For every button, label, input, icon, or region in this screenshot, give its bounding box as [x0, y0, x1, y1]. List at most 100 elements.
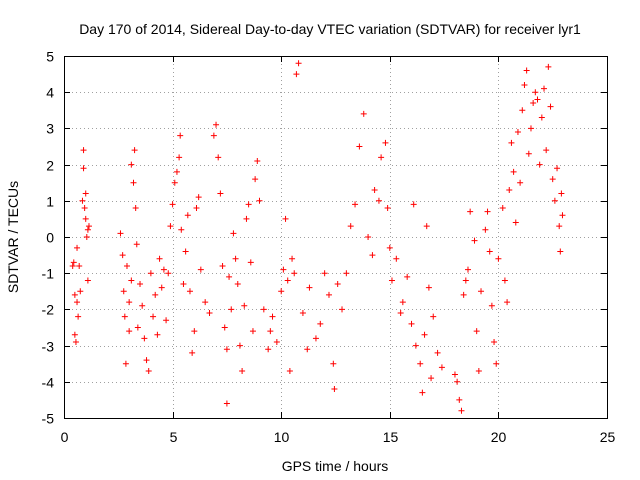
- data-point: [131, 147, 138, 154]
- data-point: [230, 230, 237, 237]
- data-point: [128, 277, 135, 284]
- data-point: [152, 291, 159, 298]
- data-point: [504, 299, 511, 306]
- data-point: [133, 241, 140, 248]
- data-point: [215, 154, 222, 161]
- x-tick-label: 10: [274, 429, 290, 445]
- data-point: [408, 320, 415, 327]
- data-point: [343, 270, 350, 277]
- data-point: [80, 165, 87, 172]
- data-point: [177, 132, 184, 139]
- data-point: [267, 328, 274, 335]
- data-point: [458, 407, 465, 414]
- data-point: [80, 147, 87, 154]
- y-tick-label: 5: [46, 49, 54, 65]
- data-point: [434, 349, 441, 356]
- data-point: [393, 255, 400, 262]
- data-point: [378, 154, 385, 161]
- data-point: [282, 215, 289, 222]
- x-tick-label: 20: [491, 429, 507, 445]
- data-point: [158, 284, 165, 291]
- data-point: [375, 197, 382, 204]
- data-point: [128, 161, 135, 168]
- data-point: [117, 230, 124, 237]
- data-point: [558, 190, 565, 197]
- data-point: [213, 121, 220, 128]
- data-point: [508, 139, 515, 146]
- data-point: [286, 367, 293, 374]
- data-point: [295, 60, 302, 67]
- data-point: [462, 277, 469, 284]
- data-point: [491, 338, 498, 345]
- data-point: [249, 328, 256, 335]
- data-point: [163, 317, 170, 324]
- data-point: [451, 371, 458, 378]
- y-tick-label: -5: [42, 411, 55, 427]
- x-tick-label: 25: [600, 429, 616, 445]
- data-point: [306, 284, 313, 291]
- data-point: [388, 277, 395, 284]
- data-point: [126, 299, 133, 306]
- data-point: [352, 201, 359, 208]
- data-point: [523, 67, 530, 74]
- data-point: [430, 313, 437, 320]
- data-point: [137, 281, 144, 288]
- data-point: [525, 150, 532, 157]
- data-point: [317, 320, 324, 327]
- data-point: [239, 367, 246, 374]
- data-point: [120, 288, 127, 295]
- data-point: [147, 270, 154, 277]
- data-point: [312, 335, 319, 342]
- data-point: [554, 165, 561, 172]
- data-point: [547, 103, 554, 110]
- data-point: [217, 190, 224, 197]
- data-point: [386, 244, 393, 251]
- data-point: [119, 252, 126, 259]
- data-point: [254, 157, 261, 164]
- data-point: [534, 96, 541, 103]
- data-point: [521, 81, 528, 88]
- data-point: [219, 262, 226, 269]
- data-point: [260, 306, 267, 313]
- data-point: [171, 179, 178, 186]
- data-point: [223, 346, 230, 353]
- data-point: [221, 324, 228, 331]
- data-point: [178, 226, 185, 233]
- data-point: [134, 324, 141, 331]
- data-point: [176, 154, 183, 161]
- y-tick-label: -1: [42, 266, 55, 282]
- data-point: [543, 147, 550, 154]
- data-point: [549, 176, 556, 183]
- data-point: [77, 288, 84, 295]
- data-point: [173, 168, 180, 175]
- data-point: [123, 262, 130, 269]
- data-point: [404, 273, 411, 280]
- data-point: [473, 328, 480, 335]
- data-point: [545, 63, 552, 70]
- data-point: [197, 266, 204, 273]
- data-point: [234, 281, 241, 288]
- data-point: [72, 338, 79, 345]
- data-point: [293, 71, 300, 78]
- data-point: [417, 360, 424, 367]
- data-point: [334, 281, 341, 288]
- data-point: [347, 223, 354, 230]
- data-point: [210, 132, 217, 139]
- data-point: [421, 331, 428, 338]
- data-point: [356, 143, 363, 150]
- data-point: [382, 139, 389, 146]
- data-point: [438, 364, 445, 371]
- data-point: [423, 223, 430, 230]
- data-point: [325, 291, 332, 298]
- data-point: [195, 194, 202, 201]
- data-point: [419, 389, 426, 396]
- y-axis-label: SDTVAR / TECUs: [5, 181, 21, 293]
- data-point: [184, 212, 191, 219]
- data-point: [559, 212, 566, 219]
- data-point: [425, 284, 432, 291]
- y-tick-label: 4: [46, 85, 54, 101]
- data-point: [519, 107, 526, 114]
- data-point: [206, 310, 213, 317]
- data-point: [245, 201, 252, 208]
- data-point: [517, 179, 524, 186]
